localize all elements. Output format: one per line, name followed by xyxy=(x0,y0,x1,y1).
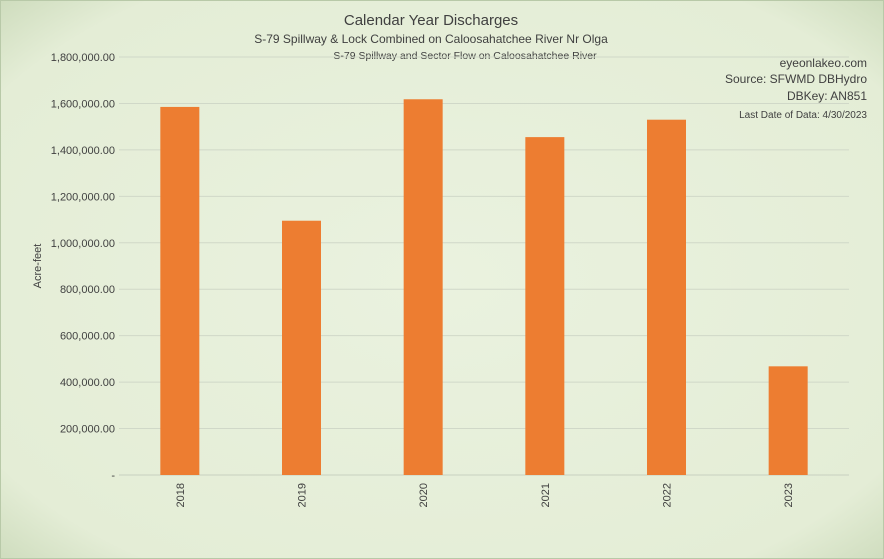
bars xyxy=(160,99,808,476)
x-axis-ticks: 2018 2019 2020 2021 2022 2023 xyxy=(175,483,795,507)
bar-2021 xyxy=(525,137,565,475)
y-axis-ticks: - 200,000.00 400,000.00 600,000.00 800,000.0… xyxy=(51,52,116,482)
y-tick-label: 1,000,000.00 xyxy=(51,238,115,250)
annotation-last-date: Last Date of Data: 4/30/2023 xyxy=(739,110,867,121)
y-tick-label: 600,000.00 xyxy=(60,331,115,343)
y-tick-label: 1,200,000.00 xyxy=(51,191,115,203)
bar-2018 xyxy=(160,106,200,475)
gridlines xyxy=(119,56,849,476)
y-tick-label: 400,000.00 xyxy=(60,377,115,389)
x-tick-label: 2022 xyxy=(662,483,674,507)
bar-2020 xyxy=(403,99,443,476)
bar-2023 xyxy=(768,366,808,475)
x-tick-label: 2019 xyxy=(297,483,309,507)
x-tick-label: 2021 xyxy=(540,483,552,507)
chart-subtitle: S-79 Spillway & Lock Combined on Caloosa… xyxy=(254,32,608,46)
y-tick-label: - xyxy=(111,470,115,482)
bar-2022 xyxy=(647,119,686,475)
x-tick-label: 2018 xyxy=(175,483,187,507)
y-tick-label: 1,800,000.00 xyxy=(51,52,115,64)
y-tick-label: 1,600,000.00 xyxy=(51,98,115,110)
annotation-dbkey: DBKey: AN851 xyxy=(787,89,867,103)
chart-subtitle-secondary: S-79 Spillway and Sector Flow on Caloosa… xyxy=(333,50,597,62)
x-tick-label: 2023 xyxy=(783,483,795,507)
annotation-source: Source: SFWMD DBHydro xyxy=(725,72,867,86)
y-axis-label: Acre-feet xyxy=(32,244,44,289)
chart-title: Calendar Year Discharges xyxy=(344,12,518,29)
x-tick-label: 2020 xyxy=(418,483,430,507)
bar-2019 xyxy=(282,220,321,475)
y-tick-label: 200,000.00 xyxy=(60,424,115,436)
y-tick-label: 800,000.00 xyxy=(60,284,115,296)
y-tick-label: 1,400,000.00 xyxy=(51,145,115,157)
annotation-website: eyeonlakeo.com xyxy=(780,56,867,70)
